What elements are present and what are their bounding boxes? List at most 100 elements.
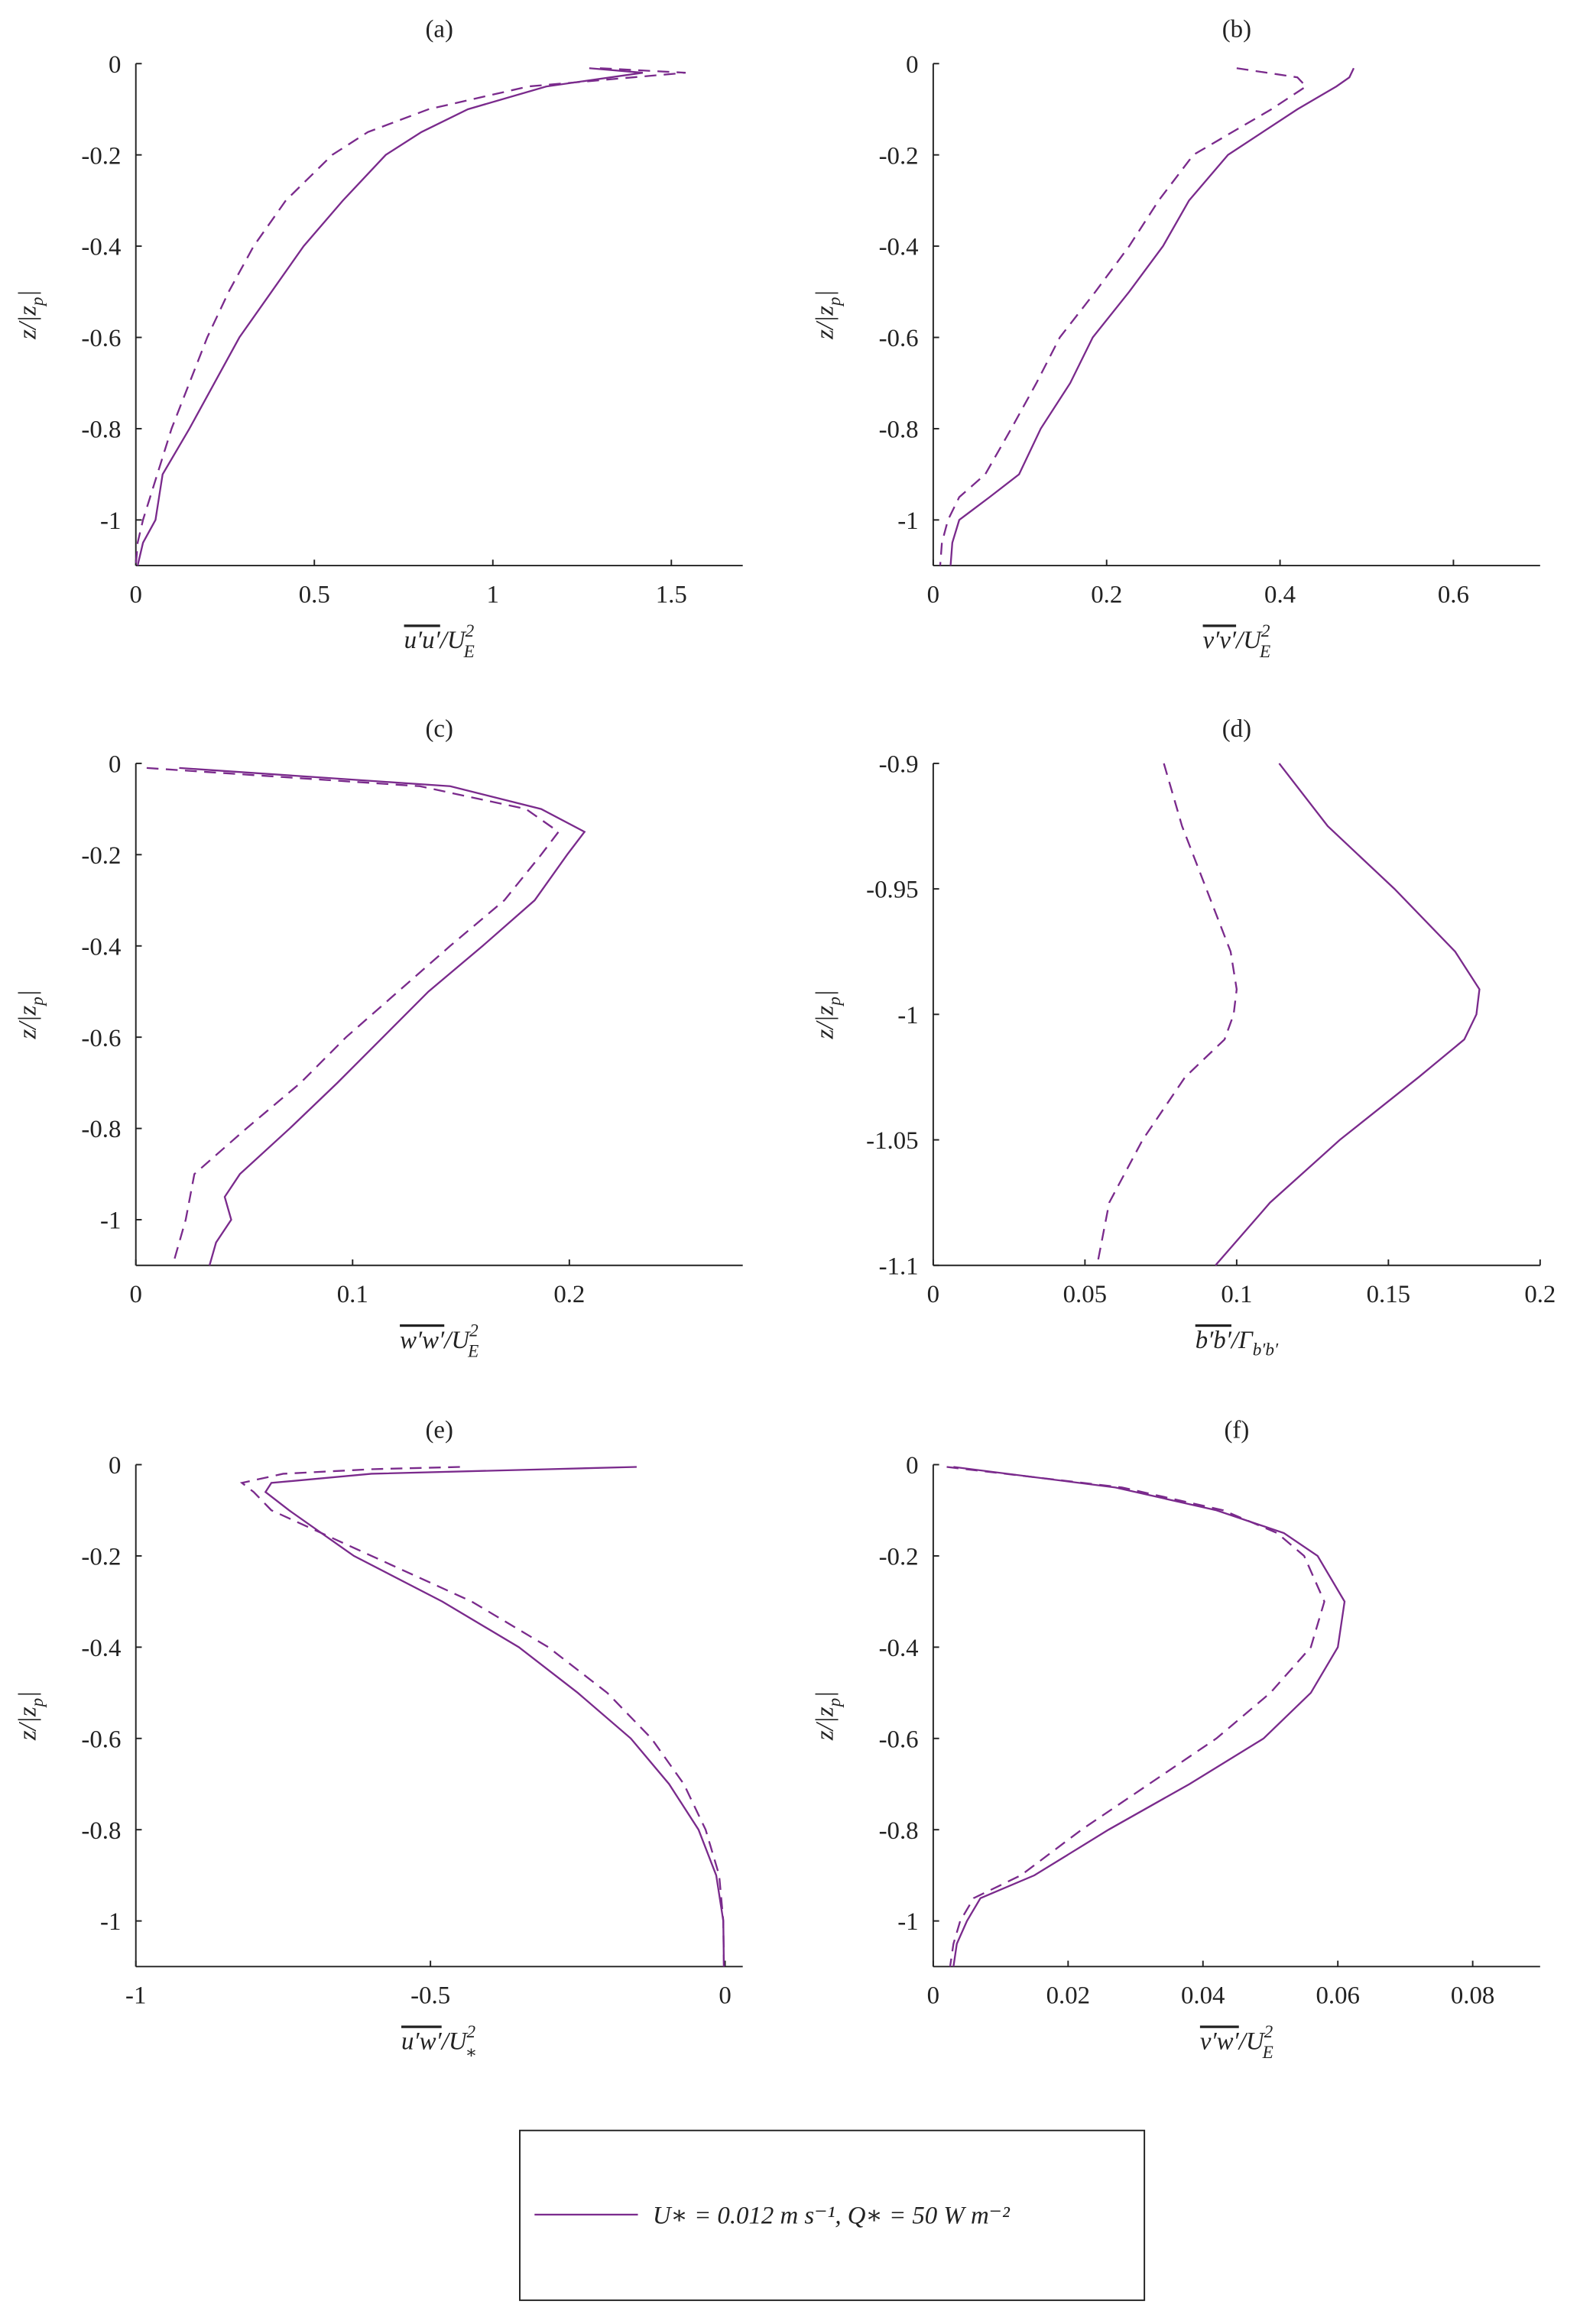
x-tick-label: 0.15 xyxy=(1367,1281,1410,1308)
x-tick-label: -0.5 xyxy=(410,1982,450,2010)
y-tick-label: -0.6 xyxy=(81,325,121,352)
series-line xyxy=(146,767,560,1266)
label-part: u′u′ xyxy=(404,627,441,654)
x-tick-label: 0.04 xyxy=(1181,1982,1225,2010)
label-part: z/|z xyxy=(812,1707,839,1741)
x-tick-label: 0.6 xyxy=(1438,581,1469,608)
label-part: | xyxy=(14,290,41,297)
series-line xyxy=(239,1466,725,1967)
panel-title: (d) xyxy=(1222,715,1251,743)
y-tick-label: -0.95 xyxy=(866,877,918,904)
y-tick-label: -1.05 xyxy=(866,1127,918,1155)
label-part: p xyxy=(825,997,845,1007)
y-tick-label: 0 xyxy=(109,51,121,79)
x-tick-label: 0.1 xyxy=(337,1281,368,1308)
label-part: | xyxy=(812,1691,839,1698)
panel: (f) 0 0.02 0.04 0.06 0.08 0 -0.2 -0.4 -0.6 -0.8 -1 v… xyxy=(812,1417,1540,2063)
legend-label: U∗ = 0.012 m s⁻¹, Q∗ = 50 W m⁻² xyxy=(653,2202,1011,2229)
x-axis-label: b′b′/Γb′b′ xyxy=(1196,1327,1279,1360)
panel: (d) 0 0.05 0.1 0.15 0.2 -0.9 -0.95 -1 -1.05 -1.1 b′… xyxy=(812,715,1556,1360)
label-part: z/|z xyxy=(14,1006,41,1040)
series-line xyxy=(939,67,1308,566)
label-part: p xyxy=(28,997,47,1007)
y-axis-label: z/|zp| xyxy=(812,990,845,1039)
panel-title: (b) xyxy=(1222,15,1251,43)
y-tick-label: 0 xyxy=(109,1452,121,1480)
label-part: z/|z xyxy=(14,1707,41,1741)
label-part: E xyxy=(1259,642,1270,662)
panel-title: (e) xyxy=(425,1417,453,1444)
label-part: 2 xyxy=(1264,2022,1273,2042)
y-tick-label: -1 xyxy=(100,1908,121,1936)
series-line xyxy=(179,767,586,1266)
panel-title: (a) xyxy=(425,15,453,43)
x-axis-label: v′w′/U2 E xyxy=(1200,2022,1273,2063)
label-part: 2 xyxy=(1261,621,1270,641)
label-part: 2 xyxy=(469,1321,479,1340)
label-part: /U xyxy=(1238,2027,1266,2055)
x-axis-label: u′u′/U2 E xyxy=(404,621,475,662)
y-tick-label: -0.6 xyxy=(879,1726,919,1753)
x-tick-label: 0 xyxy=(130,581,142,608)
y-axis-label: z/|zp| xyxy=(14,990,47,1039)
label-part: z/|z xyxy=(14,306,41,340)
x-tick-label: 0 xyxy=(927,1982,939,2010)
y-tick-label: -0.2 xyxy=(879,1544,919,1571)
y-tick-label: -1 xyxy=(100,1207,121,1235)
y-tick-label: -0.4 xyxy=(81,933,121,961)
label-part: | xyxy=(14,990,41,997)
series-line xyxy=(136,67,644,566)
x-tick-label: 0 xyxy=(130,1281,142,1308)
label-part: /Γ xyxy=(1230,1327,1254,1354)
panel: (c)0 0.1 0.20-0.2-0.4-0.6-0.8-1w′w′/U2 Ez/|… xyxy=(14,715,743,1361)
x-tick-label: 0.2 xyxy=(1524,1281,1556,1308)
x-axis-label: u′w′/U2 ∗ xyxy=(401,2022,477,2063)
panel-title: (f) xyxy=(1224,1417,1249,1444)
panel: (e) -1 -0.5 0 0 -0.2 -0.4 -0.6 -0.8 -1 u′w′/U2 ∗ z/|… xyxy=(14,1417,743,2063)
panel-title: (c) xyxy=(425,715,453,743)
label-part: b′b′ xyxy=(1253,1340,1279,1360)
series-line xyxy=(264,1466,725,1967)
y-tick-label: -0.4 xyxy=(879,1635,919,1662)
x-tick-label: 0.1 xyxy=(1221,1281,1252,1308)
label-part: p xyxy=(825,1698,845,1709)
y-tick-label: -0.4 xyxy=(81,1635,121,1662)
label-part: b′b′ xyxy=(1196,1327,1232,1354)
y-tick-label: -0.6 xyxy=(81,1025,121,1052)
y-tick-label: -0.9 xyxy=(879,751,919,779)
label-part: p xyxy=(28,297,47,308)
x-tick-label: 0 xyxy=(927,1281,939,1308)
label-part: ∗ xyxy=(466,2043,478,2063)
series-line xyxy=(1096,763,1238,1266)
x-tick-label: 1 xyxy=(487,581,499,608)
y-tick-label: -1 xyxy=(100,507,121,535)
x-tick-label: 0 xyxy=(927,581,939,608)
label-part: 2 xyxy=(466,621,475,641)
label-part: z/|z xyxy=(812,1006,839,1040)
y-tick-label: -0.2 xyxy=(81,842,121,870)
x-tick-label: 0.05 xyxy=(1063,1281,1107,1308)
y-tick-label: -0.6 xyxy=(879,325,919,352)
panel: (b) 0 0.2 0.4 0.6 0 -0.2 -0.4 -0.6 -0.8 -1 v′v′/U2 E… xyxy=(812,15,1540,662)
label-part: /U xyxy=(443,1327,471,1354)
series-line xyxy=(135,67,686,566)
series-line xyxy=(952,1466,1346,1967)
label-part: p xyxy=(825,297,845,308)
y-tick-label: 0 xyxy=(906,51,918,79)
label-part: | xyxy=(812,990,839,997)
label-part: | xyxy=(14,1691,41,1698)
panel: (a)0 0.5 1 1.50-0.2-0.4-0.6-0.8-1u′u′/U2 Ez/… xyxy=(14,15,743,662)
series-line xyxy=(949,67,1355,566)
label-part: /U xyxy=(1234,627,1263,654)
label-part: u′w′ xyxy=(401,2027,442,2055)
y-axis-label: z/|zp| xyxy=(812,290,845,339)
x-tick-label: 0 xyxy=(719,1982,731,2010)
y-tick-label: -0.2 xyxy=(879,142,919,170)
y-tick-label: -0.8 xyxy=(81,1116,121,1143)
y-tick-label: -1 xyxy=(897,1002,918,1029)
y-axis-label: z/|zp| xyxy=(14,1691,47,1741)
label-part: E xyxy=(463,642,475,662)
x-tick-label: 0.08 xyxy=(1451,1982,1494,2010)
y-tick-label: -0.8 xyxy=(879,417,919,444)
